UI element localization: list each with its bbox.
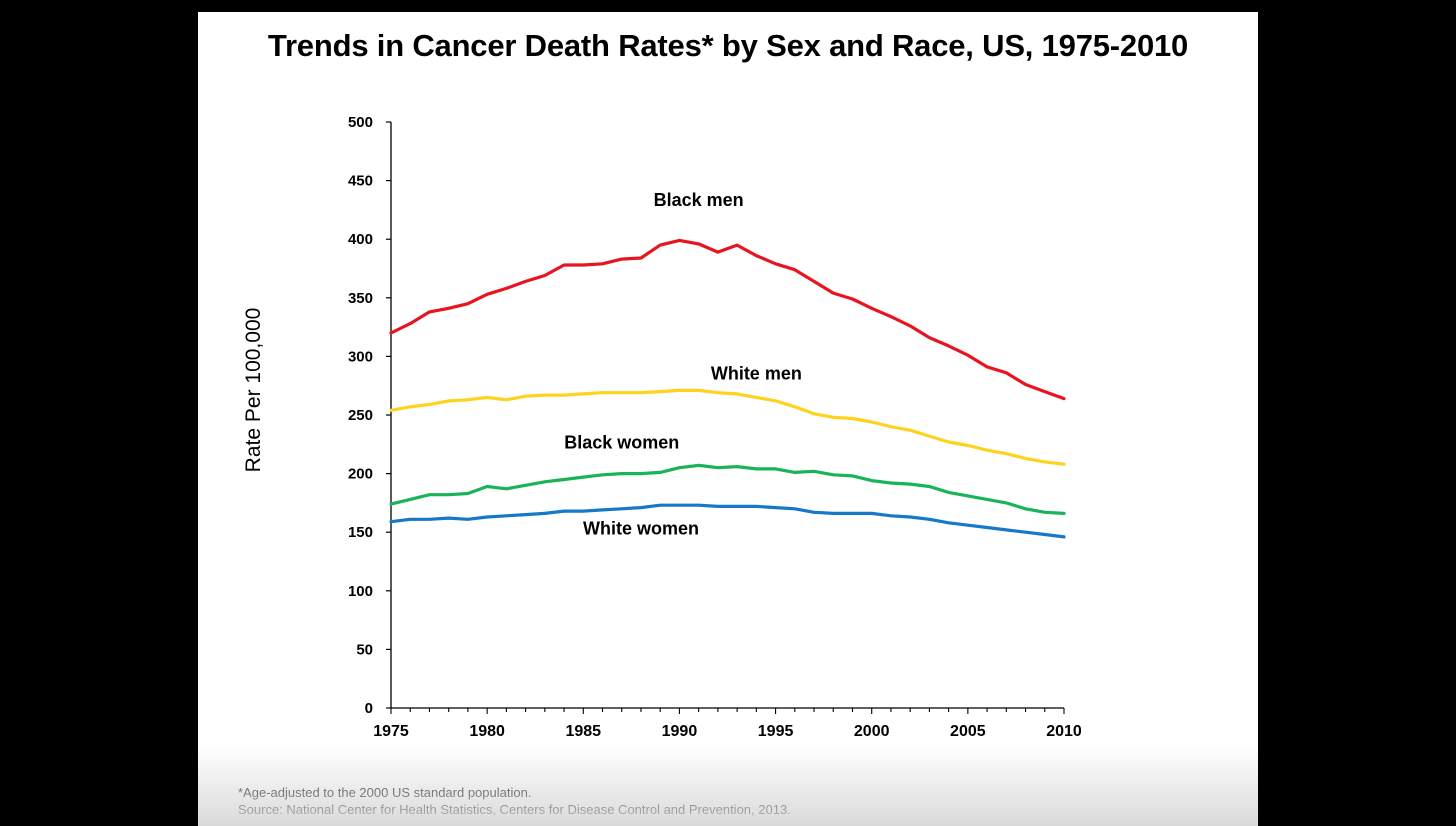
x-tick-label: 1990 xyxy=(662,723,698,740)
x-tick-label: 1980 xyxy=(469,723,505,740)
series-line-black-men xyxy=(389,238,1066,401)
source-text: Source: National Center for Health Stati… xyxy=(238,802,791,817)
series-label-white-women: White women xyxy=(583,519,699,539)
footnote-text: *Age-adjusted to the 2000 US standard po… xyxy=(238,785,532,800)
y-tick-label: 100 xyxy=(348,583,373,600)
y-tick-label: 150 xyxy=(348,524,373,541)
x-tick-label: 2000 xyxy=(854,723,890,740)
y-tick-label: 250 xyxy=(348,407,373,424)
y-tick-label: 200 xyxy=(348,466,373,483)
y-axis-title: Rate Per 100,000 xyxy=(242,308,265,473)
series-line-black-women xyxy=(389,463,1066,515)
x-tick-label: 2005 xyxy=(950,723,986,740)
x-tick-label: 1995 xyxy=(758,723,794,740)
series-line-white-men xyxy=(389,388,1066,466)
x-tick-label: 1975 xyxy=(373,723,409,740)
series-label-black-women: Black women xyxy=(564,433,679,453)
series-label-black-men: Black men xyxy=(654,190,744,210)
line-chart: 0 50 100 150 200 250 300 350 400 450 500 1975 1980 19… xyxy=(242,114,1082,740)
chart-title: Trends in Cancer Death Rates* by Sex and… xyxy=(267,28,1189,63)
x-tick-label: 2010 xyxy=(1046,723,1082,740)
y-tick-label: 50 xyxy=(356,641,373,658)
y-tick-label: 300 xyxy=(348,348,373,365)
y-tick-label: 400 xyxy=(348,231,373,248)
y-tick-label: 450 xyxy=(348,173,373,190)
y-tick-label: 500 xyxy=(348,114,373,131)
x-tick-label: 1985 xyxy=(565,723,601,740)
footnotes: *Age-adjusted to the 2000 US standard po… xyxy=(238,784,791,818)
y-tick-label: 0 xyxy=(365,700,373,717)
series-line-white-women xyxy=(389,503,1066,539)
y-tick-label: 350 xyxy=(348,290,373,307)
series-label-white-men: White men xyxy=(711,363,802,383)
slide: Trends in Cancer Death Rates* by Sex and… xyxy=(198,12,1258,826)
